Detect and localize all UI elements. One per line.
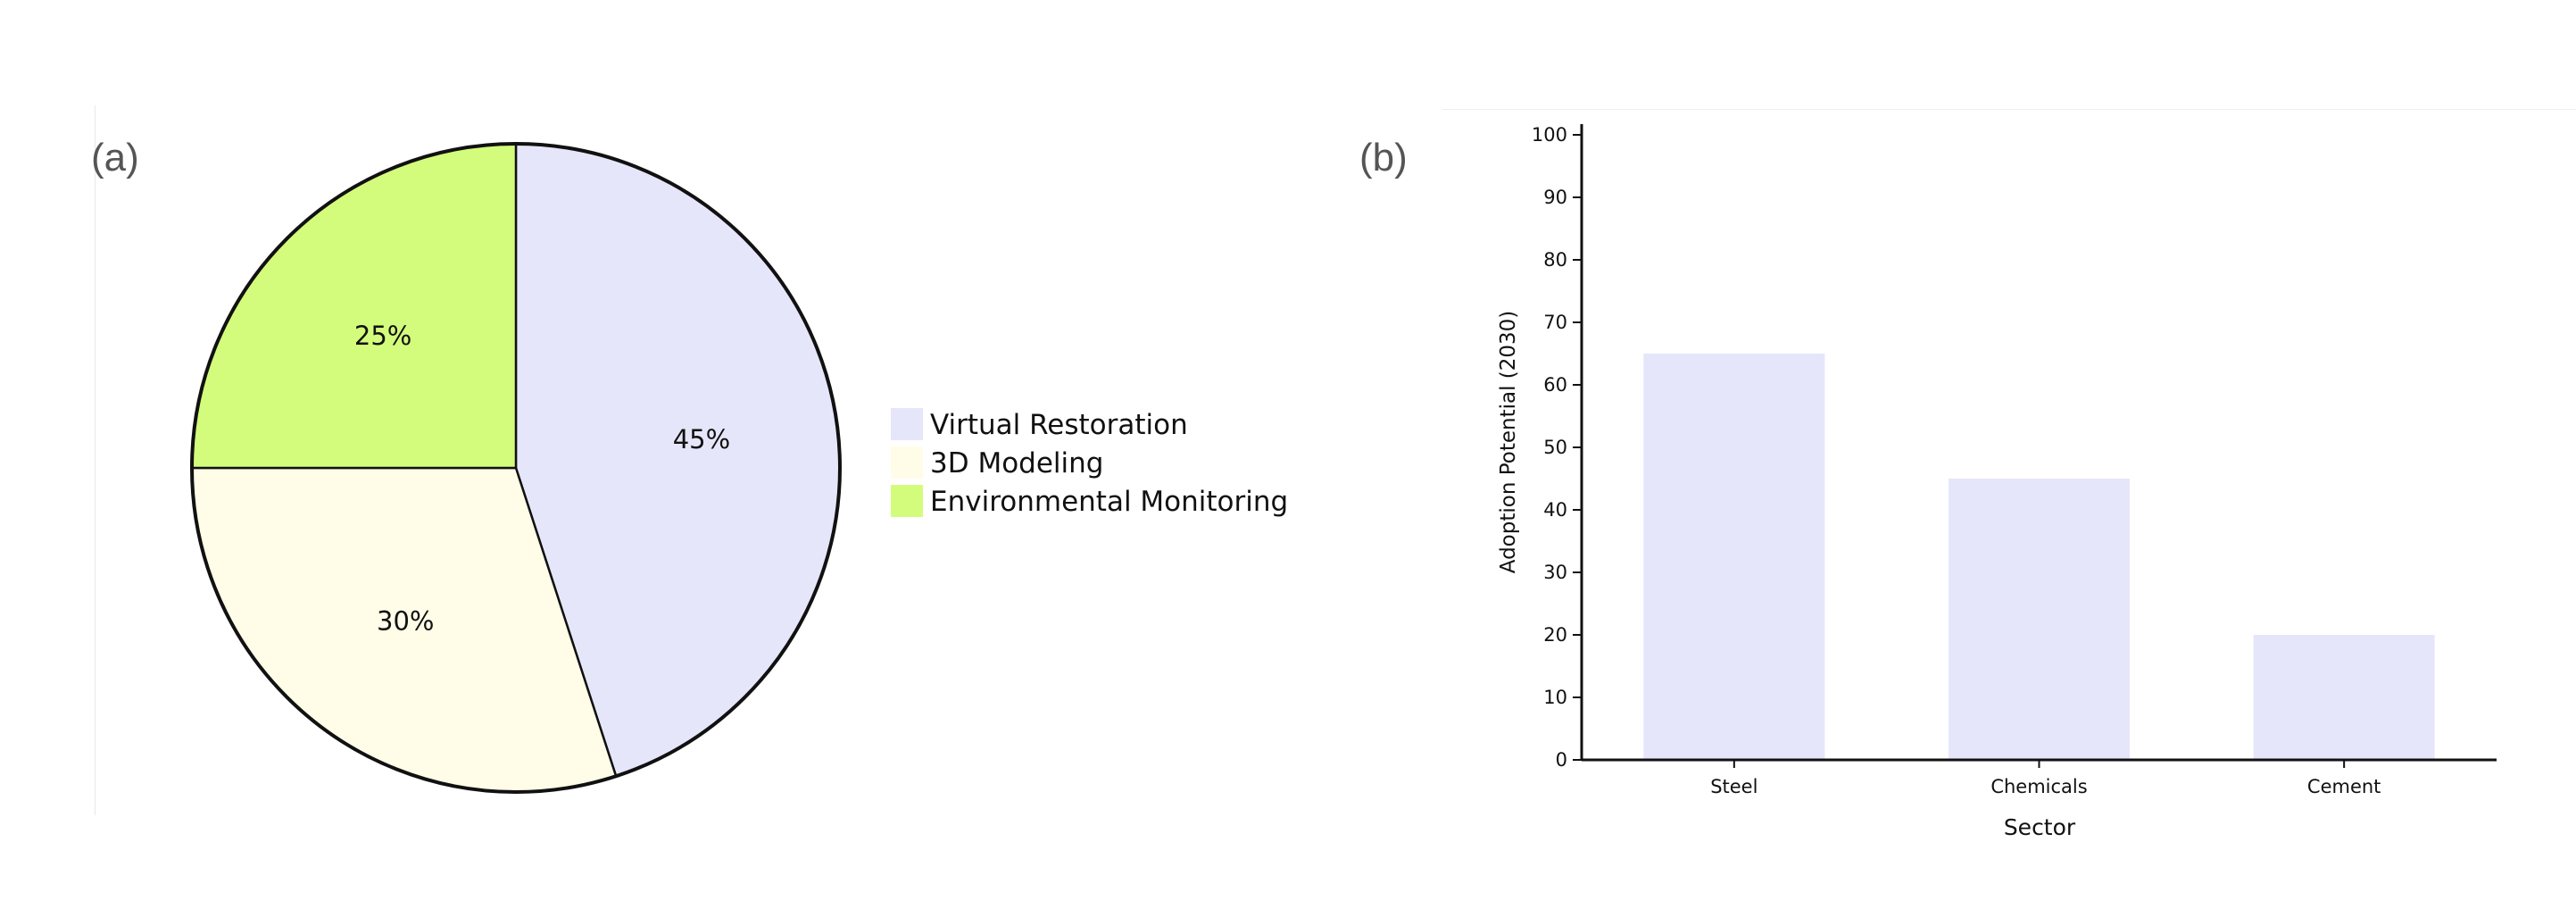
legend-label-0: Virtual Restoration	[930, 409, 1188, 441]
y-tick-label-1: 10	[1543, 687, 1567, 708]
pie-legend: Virtual Restoration 3D Modeling Environmen…	[891, 408, 1288, 518]
y-tick-label-7: 70	[1543, 312, 1567, 333]
bar-1	[1949, 479, 2130, 760]
bar-ticks: Steel Chemicals Cement 0 10 20 30 40 50 60 70 80 90 1…	[1532, 124, 2381, 797]
pie-slice-label-0: 45%	[673, 424, 730, 454]
legend-label-1: 3D Modeling	[930, 447, 1103, 480]
y-tick-label-3: 30	[1543, 562, 1567, 583]
y-tick-label-5: 50	[1543, 437, 1567, 458]
y-tick-label-10: 100	[1532, 124, 1567, 146]
x-axis-title: Sector	[2004, 814, 2076, 840]
bar-bars	[1643, 354, 2435, 760]
bar-2	[2253, 635, 2435, 760]
pie-chart: 45% 30% 25% Virtual Restoration 3D Modeling…	[190, 142, 1288, 794]
legend-swatch-0	[891, 408, 923, 440]
panel-a-label: (a)	[91, 136, 139, 179]
y-tick-label-6: 60	[1543, 374, 1567, 396]
x-tick-label-0: Steel	[1710, 776, 1757, 797]
pie-outline	[190, 142, 842, 794]
panel-a-left-border	[95, 105, 96, 815]
y-tick-label-4: 40	[1543, 499, 1567, 521]
y-tick-label-9: 90	[1543, 187, 1567, 208]
legend-swatch-1	[891, 446, 923, 479]
panel-b-label: (b)	[1359, 136, 1408, 179]
x-tick-label-2: Cement	[2307, 776, 2381, 797]
y-tick-label-2: 20	[1543, 624, 1567, 646]
pie-slice-label-1: 30%	[377, 605, 434, 636]
y-tick-label-8: 80	[1543, 249, 1567, 271]
pie-slice-label-2: 25%	[354, 321, 411, 351]
bar-0	[1643, 354, 1825, 760]
pie-labels: 45% 30% 25%	[354, 321, 730, 636]
legend-label-2: Environmental Monitoring	[930, 486, 1288, 518]
pie-slices	[190, 142, 842, 794]
y-tick-label-0: 0	[1556, 749, 1567, 771]
y-axis-title: Adoption Potential (2030)	[1497, 311, 1520, 574]
legend-swatch-2	[891, 485, 923, 517]
panel-b-top-border	[1442, 109, 2576, 110]
x-tick-label-1: Chemicals	[1990, 776, 2087, 797]
